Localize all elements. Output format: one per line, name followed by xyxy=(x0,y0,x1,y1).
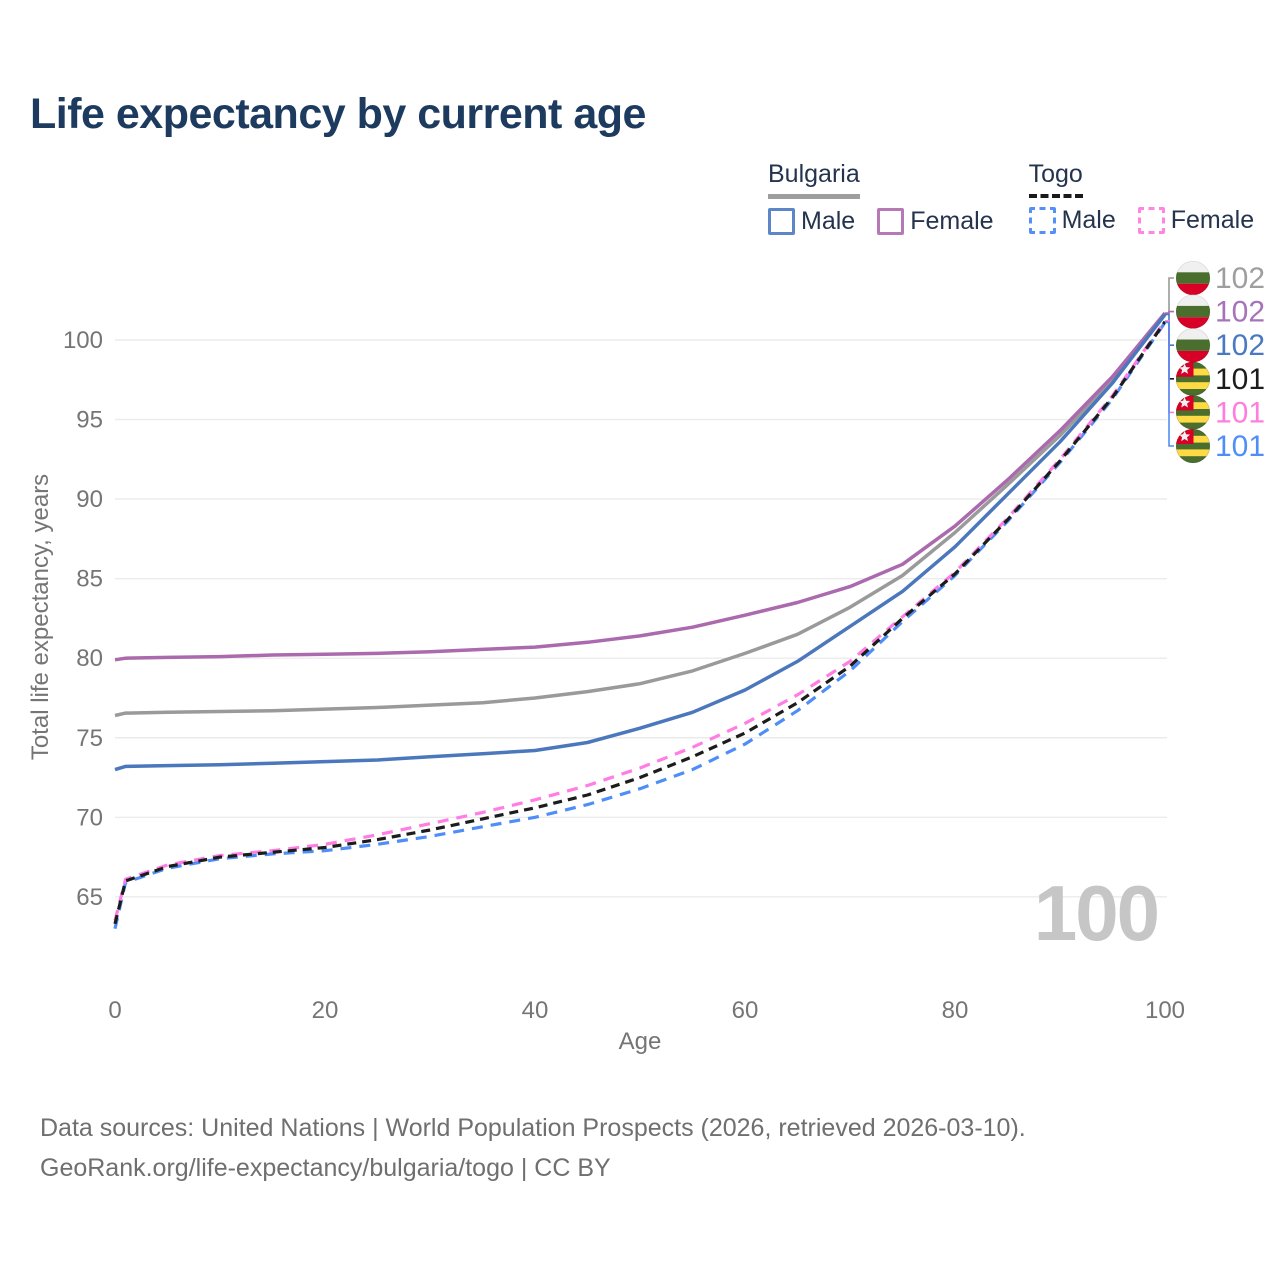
end-value-label-bulgaria-male: 102 xyxy=(1215,329,1265,362)
y-tick-label-75: 75 xyxy=(76,725,103,752)
series-line-bulgaria-male[interactable] xyxy=(114,313,1167,772)
series-line-togo-male[interactable] xyxy=(113,321,1167,930)
legend-country-bulgaria[interactable]: Bulgaria xyxy=(768,160,860,199)
end-value-label-bulgaria-all: 102 xyxy=(1215,262,1265,295)
series-line-bulgaria-all[interactable] xyxy=(114,312,1167,718)
footer-attribution: GeoRank.org/life-expectancy/bulgaria/tog… xyxy=(40,1154,611,1182)
legend-item-togo-male-label: Male xyxy=(1061,206,1116,234)
legend-item-bulgaria-female[interactable]: Female xyxy=(877,207,994,236)
y-tick-label-65: 65 xyxy=(76,884,103,911)
x-tick-label-20: 20 xyxy=(312,997,339,1024)
series-line-togo-all[interactable] xyxy=(113,320,1167,925)
bulgaria-female-swatch-icon xyxy=(877,208,905,235)
flag-icon-bulgaria xyxy=(1175,294,1211,329)
series-line-togo-female[interactable] xyxy=(113,319,1167,922)
x-tick-label-0: 0 xyxy=(108,997,121,1024)
flag-icon-togo xyxy=(1175,395,1211,430)
y-axis-title: Total life expectancy, years xyxy=(27,474,54,760)
age-counter-watermark: 100 xyxy=(1033,869,1160,957)
footer: Data sources: United Nations | World Pop… xyxy=(40,1108,1026,1188)
y-tick-label-95: 95 xyxy=(76,407,103,434)
legend-items-bulgaria: Male Female xyxy=(768,207,994,236)
end-label-leader-bulgaria-female xyxy=(1165,310,1174,314)
legend-item-bulgaria-male[interactable]: Male xyxy=(768,207,855,236)
bulgaria-male-swatch-icon xyxy=(768,208,795,235)
flag-icon-togo xyxy=(1175,428,1211,464)
legend-country-togo[interactable]: Togo xyxy=(1028,160,1083,198)
legend-item-togo-female[interactable]: Female xyxy=(1137,206,1255,235)
end-value-label-togo-female: 101 xyxy=(1215,396,1265,429)
end-value-label-bulgaria-female: 102 xyxy=(1215,296,1265,329)
legend-items-togo: Male Female xyxy=(1028,206,1255,235)
flag-icon-bulgaria xyxy=(1175,328,1211,363)
x-tick-label-80: 80 xyxy=(942,997,969,1024)
y-tick-label-80: 80 xyxy=(76,645,103,672)
y-tick-label-100: 100 xyxy=(63,327,103,354)
legend-item-togo-female-label: Female xyxy=(1170,206,1255,234)
legend-item-bulgaria-female-label: Female xyxy=(910,207,994,235)
end-label-leader-bulgaria-all xyxy=(1165,277,1174,315)
y-tick-label-85: 85 xyxy=(76,566,103,593)
end-value-label-togo-male: 101 xyxy=(1215,430,1265,463)
legend-item-bulgaria-male-label: Male xyxy=(801,207,856,235)
togo-female-swatch-icon xyxy=(1137,207,1165,234)
end-value-label-togo-all: 101 xyxy=(1215,363,1265,396)
togo-male-swatch-icon xyxy=(1028,207,1056,234)
chart-legend: Bulgaria Male Female Togo Male xyxy=(768,160,1254,236)
x-tick-label-60: 60 xyxy=(732,997,759,1024)
y-tick-label-70: 70 xyxy=(76,804,103,831)
legend-group-bulgaria: Bulgaria Male Female xyxy=(768,160,994,236)
legend-country-bulgaria-label: Bulgaria xyxy=(768,160,860,188)
x-tick-label-100: 100 xyxy=(1145,997,1185,1024)
x-tick-label-40: 40 xyxy=(522,997,549,1024)
legend-item-togo-male[interactable]: Male xyxy=(1028,206,1116,235)
flag-icon-togo xyxy=(1175,361,1211,396)
flag-icon-bulgaria xyxy=(1175,260,1211,296)
x-axis-title: Age xyxy=(619,1028,662,1055)
y-tick-label-90: 90 xyxy=(76,486,103,513)
legend-country-togo-label: Togo xyxy=(1028,160,1083,188)
end-label-leader-togo-male xyxy=(1165,321,1174,447)
page-title: Life expectancy by current age xyxy=(30,90,646,138)
footer-data-sources: Data sources: United Nations | World Pop… xyxy=(40,1114,1026,1142)
legend-group-togo: Togo Male Female xyxy=(1028,160,1255,236)
series-line-bulgaria-female[interactable] xyxy=(114,311,1167,662)
